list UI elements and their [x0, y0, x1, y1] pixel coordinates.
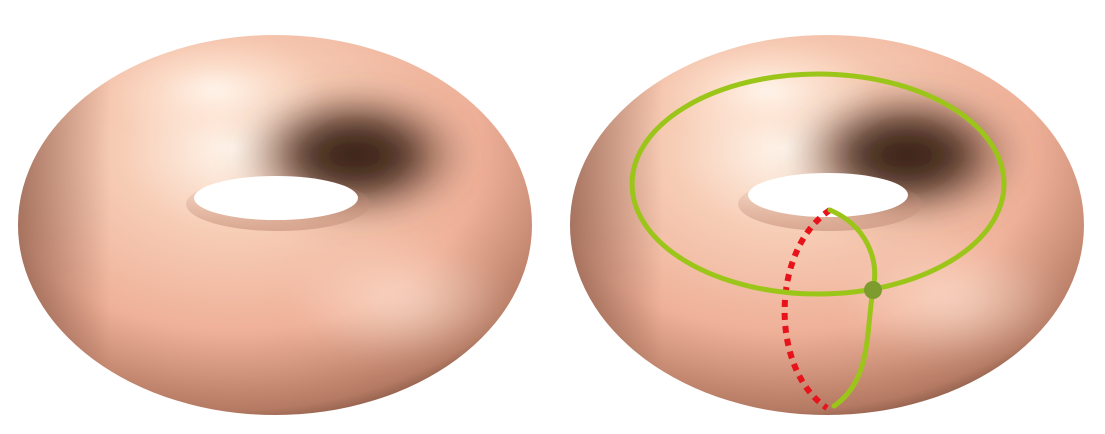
torus-hole	[748, 173, 908, 217]
intersection-point	[864, 281, 882, 299]
longitude-loop	[629, 71, 1007, 297]
front-highlight	[290, 240, 510, 360]
front-highlight	[842, 240, 1062, 360]
plain-torus	[18, 35, 532, 415]
torus-hole	[194, 176, 358, 220]
meridian-loop-back	[781, 207, 832, 411]
torus-with-generating-loops	[570, 35, 1084, 415]
